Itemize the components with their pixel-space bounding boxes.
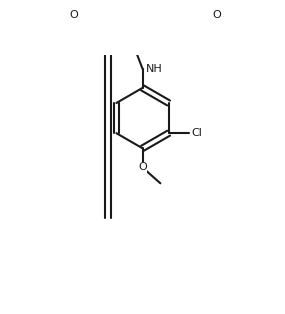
Text: O: O <box>69 10 78 20</box>
Text: Cl: Cl <box>192 128 203 138</box>
Text: NH: NH <box>146 64 162 74</box>
Text: O: O <box>212 10 221 20</box>
Text: O: O <box>138 162 147 172</box>
